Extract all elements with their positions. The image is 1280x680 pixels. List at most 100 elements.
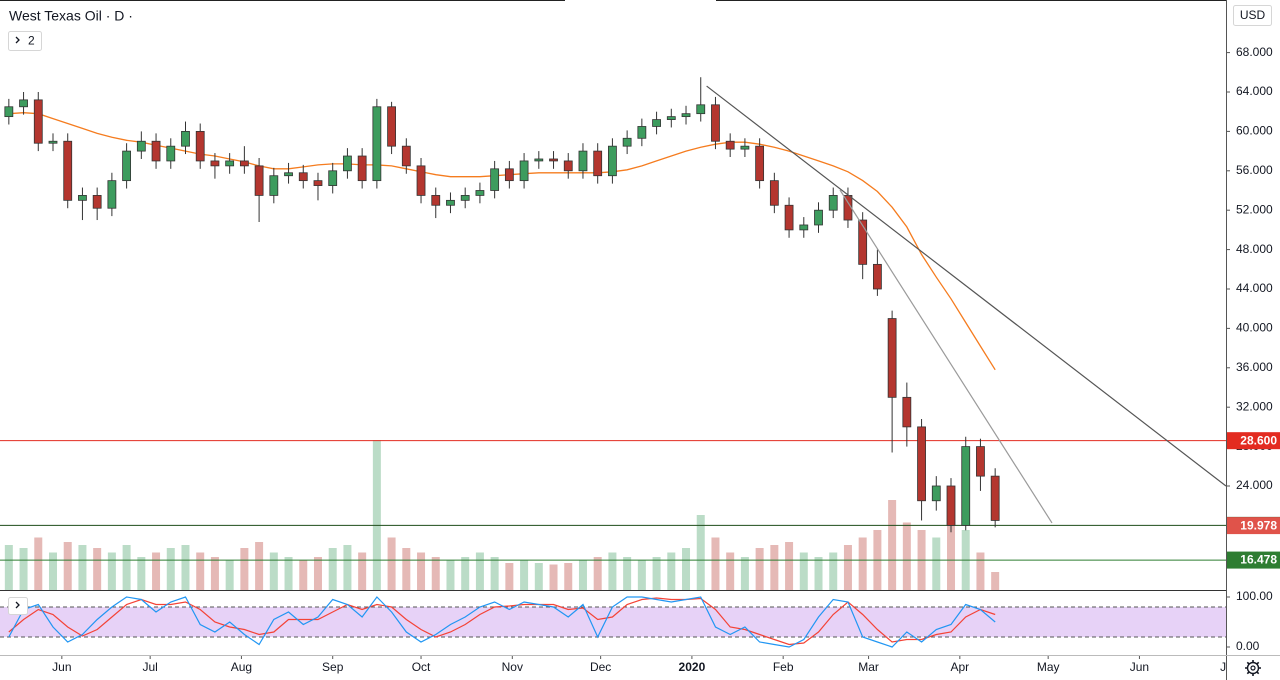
- x-tick-label: Mar: [858, 660, 879, 674]
- candle-body: [225, 160, 235, 167]
- volume-bar: [696, 515, 705, 590]
- volume-bar: [269, 552, 278, 590]
- candle-body: [681, 113, 691, 118]
- candle-body: [755, 145, 765, 182]
- candle-body: [872, 263, 882, 290]
- settings-gear[interactable]: [1245, 660, 1261, 676]
- candle-body: [917, 426, 926, 502]
- candle-body: [622, 137, 632, 147]
- y-tick-label: 56.000: [1236, 163, 1273, 177]
- indicator-count: 2: [28, 34, 35, 48]
- volume-bar: [299, 560, 308, 590]
- candle-body: [313, 180, 323, 186]
- candle-body: [254, 165, 264, 196]
- volume-bar: [991, 572, 1000, 590]
- candle-body: [460, 195, 470, 201]
- volume-bar: [843, 545, 852, 590]
- volume-bar: [387, 537, 396, 590]
- volume-bar: [19, 548, 28, 590]
- volume-bar: [785, 542, 794, 590]
- volume-bar: [578, 560, 587, 590]
- candle-body: [828, 195, 838, 211]
- candle-body: [637, 126, 647, 139]
- candle-body: [357, 155, 367, 182]
- volume-bar: [534, 563, 543, 590]
- stoch-toggle[interactable]: [8, 597, 28, 615]
- volume-bar: [4, 545, 13, 590]
- volume-bar: [284, 557, 293, 590]
- y-tick-label: 32.000: [1236, 399, 1273, 413]
- candle-body: [63, 140, 73, 201]
- candle-body: [814, 209, 823, 226]
- volume-bar: [564, 563, 573, 590]
- volume-bar: [181, 545, 190, 590]
- volume-bar: [137, 557, 146, 590]
- price-line-box: [1227, 432, 1280, 450]
- candle-body: [107, 180, 117, 209]
- volume-bar: [711, 537, 720, 590]
- candle-body: [534, 158, 544, 162]
- currency-button[interactable]: USD: [1233, 5, 1272, 26]
- volume-bar: [520, 560, 529, 590]
- volume-bar: [372, 440, 381, 590]
- volume-bar: [461, 557, 470, 590]
- currency-box[interactable]: [1233, 5, 1272, 26]
- volume-bar: [726, 552, 735, 590]
- last-price-box: [1227, 517, 1280, 535]
- y-tick-label: 40.000: [1236, 321, 1273, 335]
- candle-body: [504, 168, 514, 182]
- volume-bar: [549, 564, 558, 590]
- candle-body: [769, 180, 779, 206]
- candle-body: [519, 160, 529, 182]
- volume-bar: [152, 552, 161, 590]
- volume-bar: [48, 552, 57, 590]
- y-tick-label: 36.000: [1236, 360, 1273, 374]
- candle-body: [475, 190, 485, 196]
- volume-bar: [652, 557, 661, 590]
- candle-body: [549, 158, 558, 162]
- volume-bar: [490, 557, 499, 590]
- stoch-band: [0, 607, 1226, 637]
- volume-bar: [63, 542, 72, 590]
- y-tick-label: 24.000: [1236, 478, 1273, 492]
- volume-bar: [328, 548, 337, 590]
- volume-bar: [740, 557, 749, 590]
- candle-body: [593, 150, 603, 177]
- candle-body: [136, 140, 146, 152]
- candle-body: [19, 99, 28, 108]
- volume-bar: [593, 557, 602, 590]
- candle-body: [166, 145, 176, 162]
- volume-bar: [446, 560, 455, 590]
- candle-body: [725, 140, 735, 150]
- candle-body: [78, 195, 87, 201]
- volume-bar: [770, 545, 779, 590]
- candle-body: [151, 140, 161, 162]
- candle-body: [961, 446, 971, 526]
- candle-body: [284, 172, 293, 177]
- volume-bar: [93, 548, 102, 590]
- candle-body: [401, 145, 411, 167]
- last-price-label: 19.978: [1240, 518, 1277, 532]
- stoch-pane: [0, 596, 1226, 648]
- volume-bar: [932, 537, 941, 590]
- candle-body: [239, 160, 249, 167]
- volume-bar: [947, 522, 956, 590]
- toggle-box[interactable]: [8, 31, 42, 51]
- candle-body: [666, 116, 676, 120]
- volume-bar: [417, 552, 426, 590]
- volume-bar: [196, 552, 205, 590]
- volume-bar: [505, 563, 514, 590]
- volume-bar: [682, 548, 691, 590]
- volume-bar: [667, 552, 676, 590]
- volume-bar: [814, 557, 823, 590]
- indicators-toggle[interactable]: 2: [8, 31, 42, 51]
- candle-body: [387, 106, 396, 147]
- volume-bar: [358, 552, 367, 590]
- x-tick-label: Jul: [1220, 660, 1235, 674]
- x-tick-label: May: [1037, 660, 1060, 674]
- x-tick-label: Feb: [773, 660, 794, 674]
- candle-body: [902, 396, 912, 428]
- y-tick-label: 64.000: [1236, 84, 1273, 98]
- trendline: [839, 189, 1053, 524]
